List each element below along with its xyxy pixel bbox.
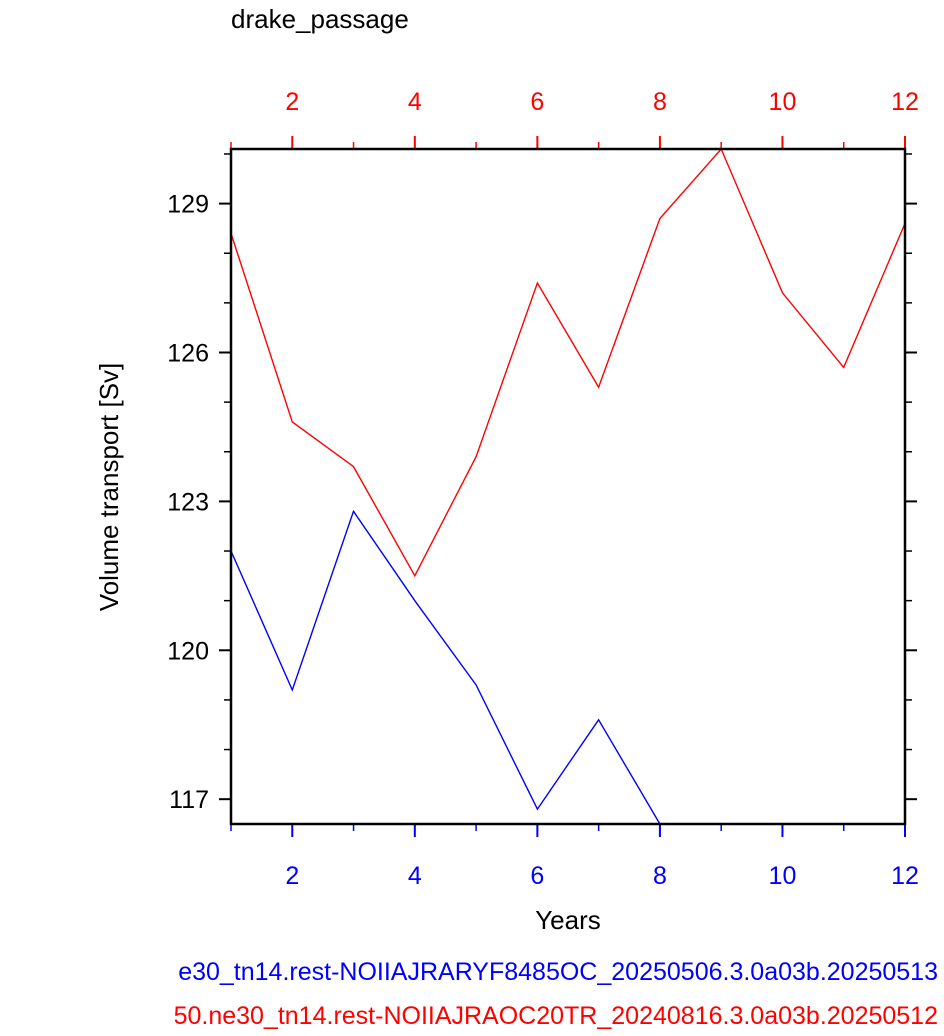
y-tick-label: 120 <box>167 637 209 665</box>
plot-frame <box>229 147 907 826</box>
x-tick-label-top: 12 <box>891 88 919 116</box>
x-tick-label-top: 2 <box>285 88 299 116</box>
series-group <box>230 147 906 825</box>
x-axis-label: Years <box>535 905 601 935</box>
x-tick-label-top: 4 <box>408 88 422 116</box>
y-axis-label: Volume transport [Sv] <box>94 363 124 612</box>
y-tick-label: 129 <box>167 191 209 219</box>
x-tick-label-top: 6 <box>530 88 544 116</box>
legend-line-2: 50.ne30_tn14.rest-NOIIAJRAOC20TR_2024081… <box>174 1002 938 1030</box>
x-tick-label-top: 10 <box>769 88 797 116</box>
x-tick-label-top: 8 <box>653 88 667 116</box>
chart-title: drake_passage <box>231 4 409 34</box>
x-tick-label-bottom: 2 <box>285 862 299 890</box>
x-tick-label-bottom: 4 <box>408 862 422 890</box>
x-tick-label-bottom: 8 <box>653 862 667 890</box>
x-tick-label-bottom: 6 <box>530 862 544 890</box>
x-tick-label-bottom: 10 <box>769 862 797 890</box>
y-tick-label: 123 <box>167 488 209 516</box>
y-tick-label: 117 <box>169 786 209 814</box>
axis-ticks: 117 120 123 126 129 2 4 6 8 10 12 2 4 6 8 10 12 <box>167 88 919 890</box>
x-tick-label-bottom: 12 <box>891 862 919 890</box>
y-tick-label: 126 <box>167 339 209 367</box>
series-line-2 <box>230 147 906 578</box>
series-line-1 <box>230 509 661 825</box>
legend-line-1: e30_tn14.rest-NOIIAJRARYF8485OC_20250506… <box>178 958 938 986</box>
